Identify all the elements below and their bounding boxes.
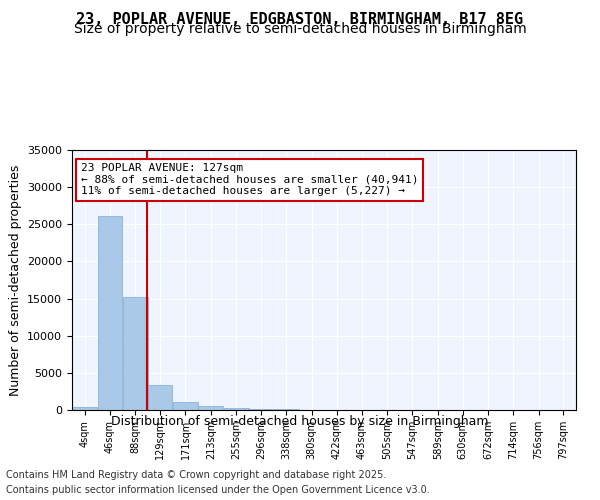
Text: 23, POPLAR AVENUE, EDGBASTON, BIRMINGHAM, B17 8EG: 23, POPLAR AVENUE, EDGBASTON, BIRMINGHAM… <box>76 12 524 28</box>
Text: Contains HM Land Registry data © Crown copyright and database right 2025.: Contains HM Land Registry data © Crown c… <box>6 470 386 480</box>
Bar <box>123 297 148 410</box>
Bar <box>224 408 248 410</box>
Bar <box>148 384 172 410</box>
Bar <box>199 406 223 410</box>
Text: Contains public sector information licensed under the Open Government Licence v3: Contains public sector information licen… <box>6 485 430 495</box>
Y-axis label: Number of semi-detached properties: Number of semi-detached properties <box>8 164 22 396</box>
Bar <box>98 216 122 410</box>
Bar <box>248 409 273 410</box>
Text: Size of property relative to semi-detached houses in Birmingham: Size of property relative to semi-detach… <box>74 22 526 36</box>
Text: Distribution of semi-detached houses by size in Birmingham: Distribution of semi-detached houses by … <box>111 415 489 428</box>
Bar <box>173 402 198 410</box>
Bar <box>73 407 97 410</box>
Text: 23 POPLAR AVENUE: 127sqm
← 88% of semi-detached houses are smaller (40,941)
11% : 23 POPLAR AVENUE: 127sqm ← 88% of semi-d… <box>81 163 418 196</box>
